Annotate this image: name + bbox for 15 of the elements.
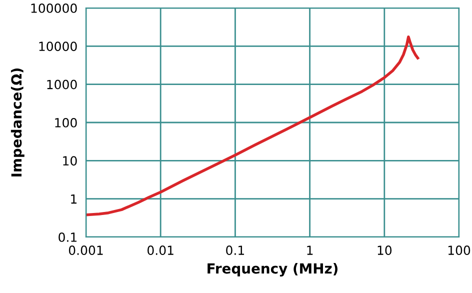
x-tick-label: 100 [448, 246, 470, 256]
y-tick-label: 10 [63, 156, 77, 166]
x-tick-label: 10 [378, 246, 392, 256]
y-axis-title: Impedance(Ω) [10, 68, 24, 176]
y-tick-label: 1000 [47, 80, 77, 90]
y-tick-label: 0.1 [58, 232, 77, 242]
y-tick-label: 1 [71, 194, 77, 204]
x-axis-title: Frequency (MHz) [208, 262, 338, 277]
y-tick-label: 10000 [39, 42, 77, 52]
x-tick-label: 0.001 [68, 246, 103, 256]
y-tick-label: 100 [55, 118, 77, 128]
x-tick-label: 0.1 [226, 246, 244, 256]
y-tick-label: 100000 [31, 3, 77, 13]
x-tick-label: 1 [307, 246, 313, 255]
x-tick-label: 0.01 [148, 246, 174, 256]
